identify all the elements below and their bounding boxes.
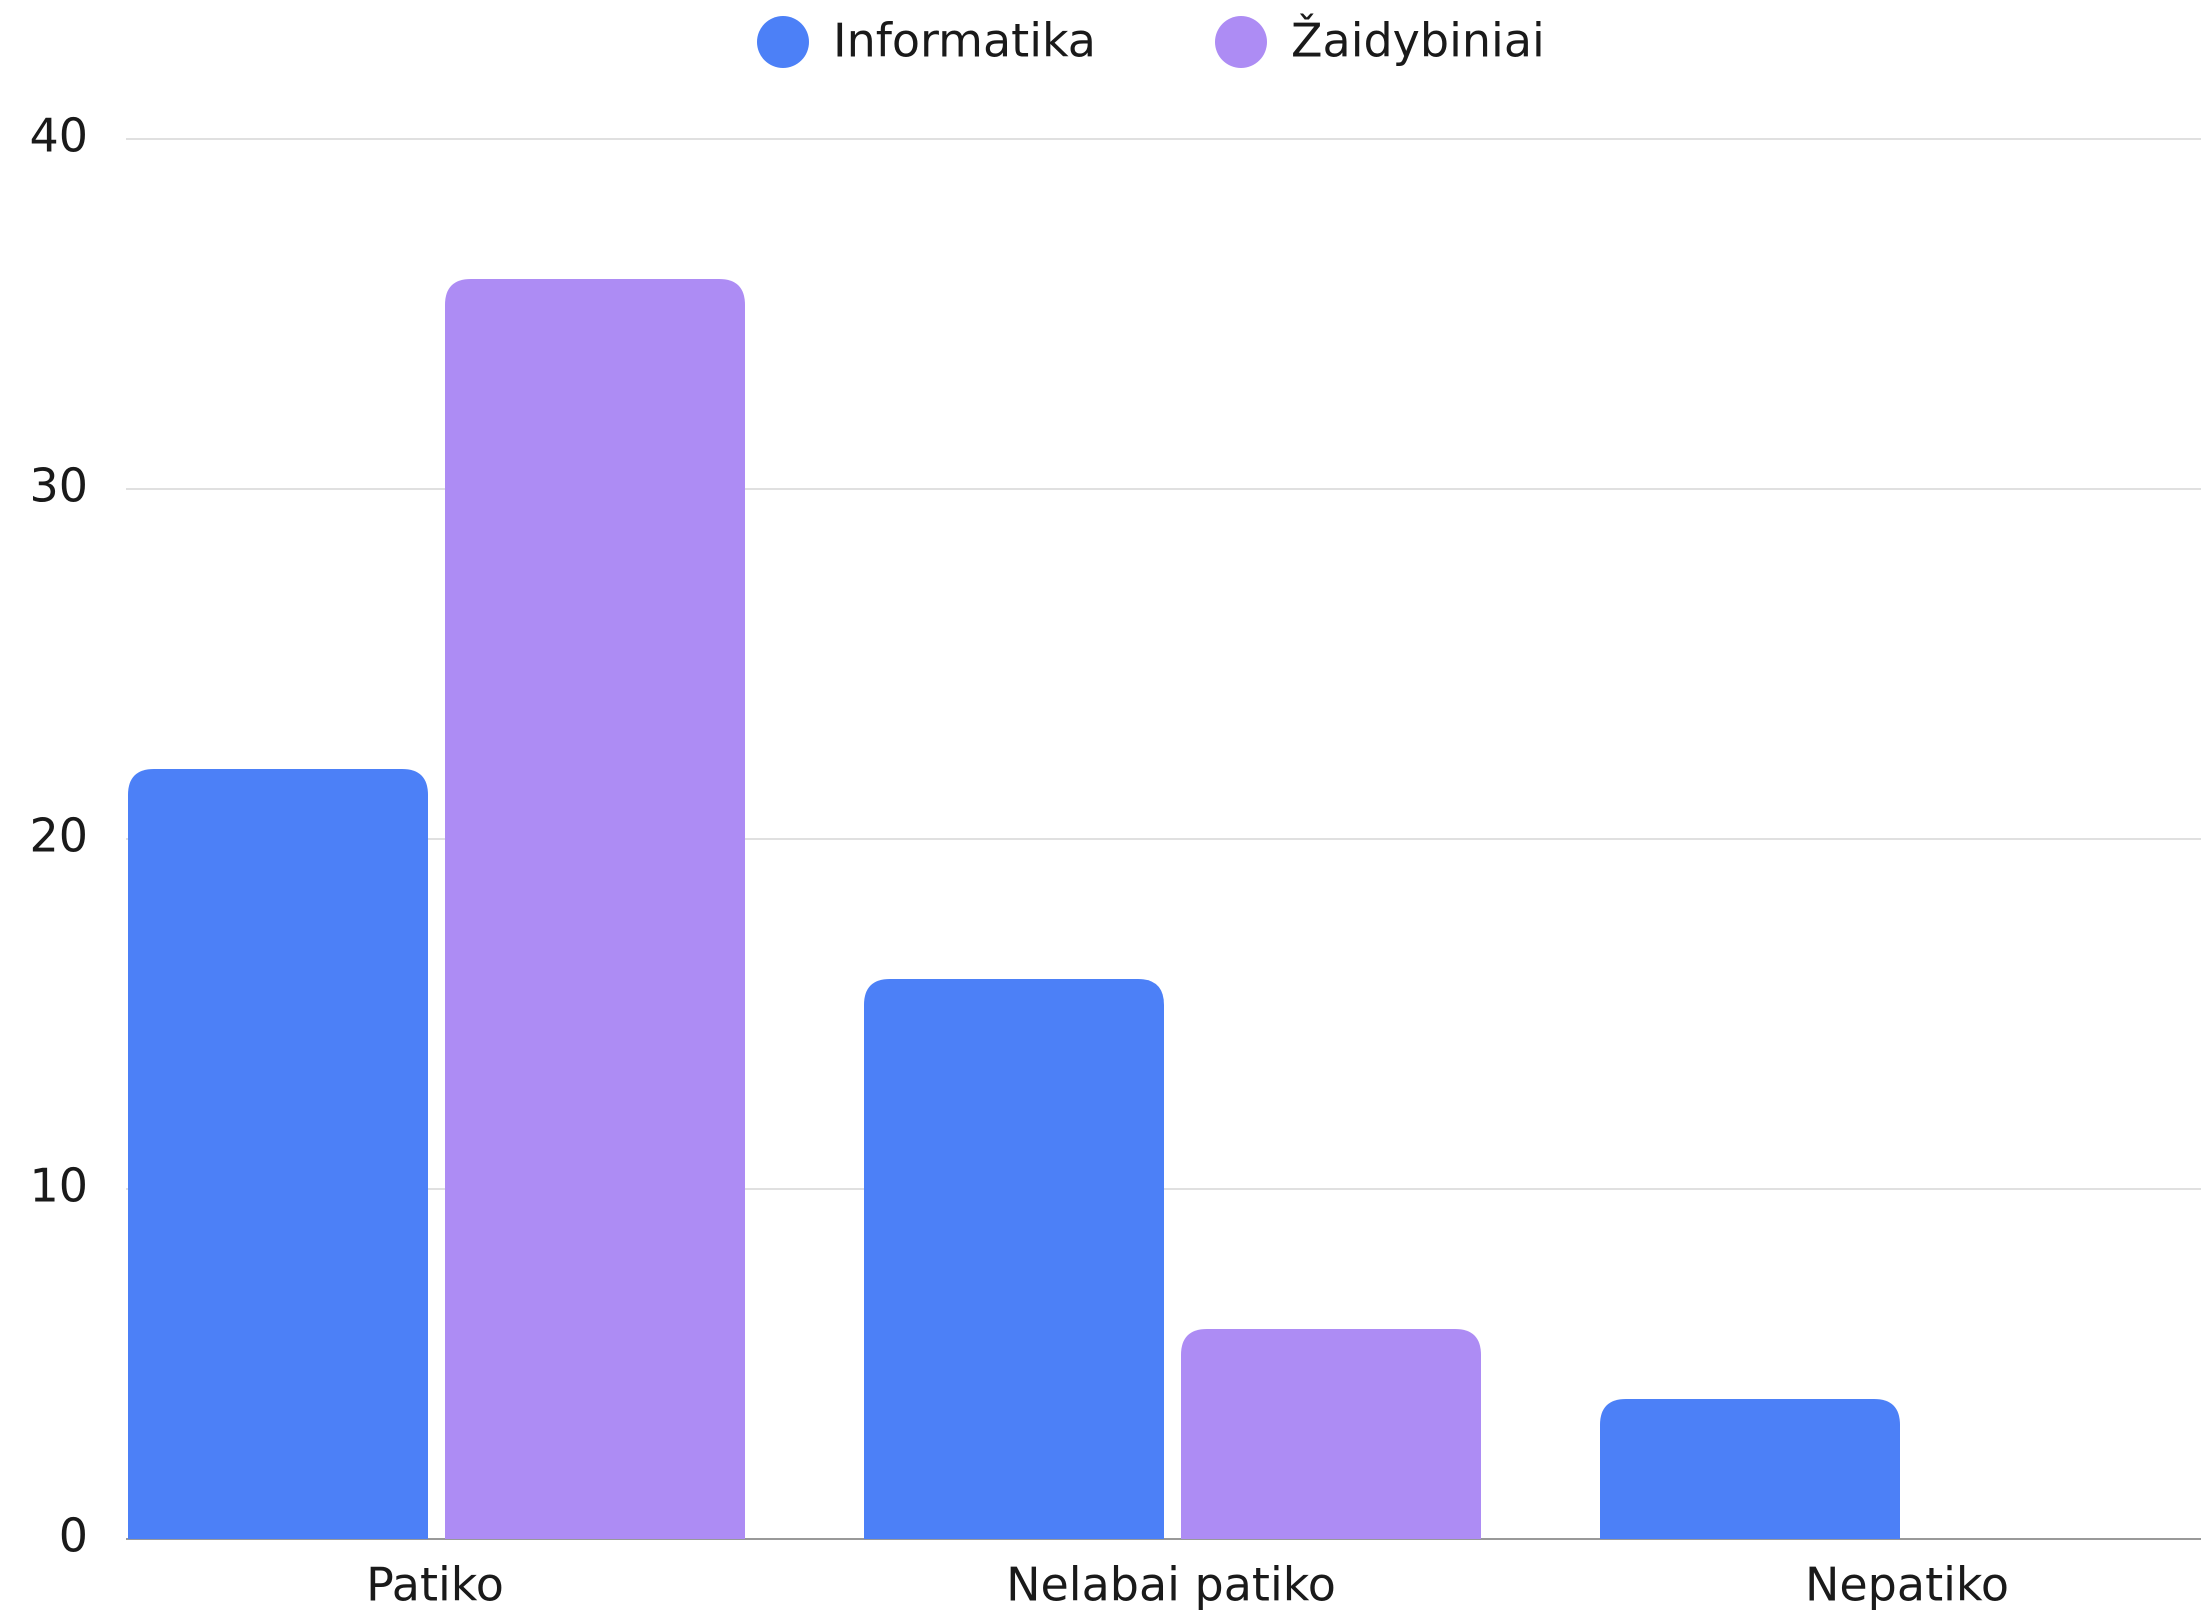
legend-swatch (757, 16, 809, 68)
y-tick-label: 30 (29, 459, 88, 513)
y-tick-label: 10 (29, 1159, 88, 1213)
x-tick-label: Nepatiko (1805, 1558, 2009, 1612)
bar (445, 279, 745, 1539)
bar (1600, 1399, 1900, 1539)
y-tick-label: 0 (59, 1509, 88, 1563)
bar (864, 979, 1164, 1539)
bar (1181, 1329, 1481, 1539)
y-tick-label: 40 (29, 109, 88, 163)
legend-swatch (1215, 16, 1267, 68)
legend-label: Žaidybiniai (1291, 14, 1545, 68)
y-tick-label: 20 (29, 809, 88, 863)
legend-label: Informatika (833, 14, 1096, 68)
x-tick-label: Patiko (366, 1558, 504, 1612)
bar (128, 769, 428, 1539)
x-tick-label: Nelabai patiko (1006, 1558, 1336, 1612)
